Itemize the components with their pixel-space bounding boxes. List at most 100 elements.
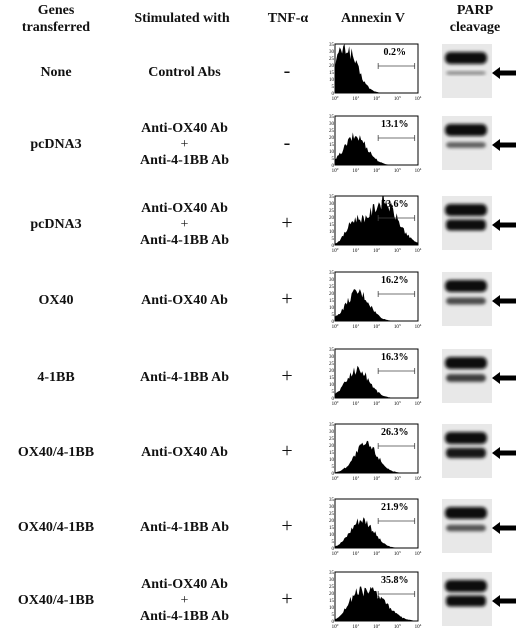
gene-label: OX40	[0, 268, 112, 334]
x-tick-label: 100	[332, 400, 339, 407]
parp-full-band	[445, 204, 487, 216]
annexin-histogram: 0 5 10 15 20 25 30 35 100 101 102 103 104 35.8%	[329, 571, 422, 630]
x-tick-label: 103	[394, 475, 401, 482]
y-tick-label: 25	[329, 362, 335, 367]
parp-full-band	[445, 357, 487, 369]
parp-blot	[442, 424, 516, 478]
y-tick-label: 20	[329, 292, 335, 297]
y-tick-label: 5	[332, 613, 335, 618]
y-tick-label: 0	[332, 397, 335, 402]
x-tick-label: 101	[352, 323, 359, 330]
x-tick-label: 100	[332, 475, 339, 482]
y-tick-label: 5	[332, 157, 335, 162]
x-tick-label: 102	[373, 95, 380, 102]
x-tick-label: 100	[332, 623, 339, 630]
parp-cleaved-band	[446, 524, 486, 532]
gene-label-text: None	[40, 65, 72, 80]
y-tick-label: 35	[329, 423, 335, 428]
stimulation-line: Anti-OX40 Ab	[141, 445, 228, 460]
y-tick-label: 35	[329, 348, 335, 353]
y-tick-label: 30	[329, 505, 335, 510]
gene-label-text: pcDNA3	[30, 217, 82, 232]
annexin-histogram: 0 5 10 15 20 25 30 35 100 101 102 103 104 53.6%	[329, 195, 422, 254]
y-tick-label: 15	[329, 451, 335, 456]
y-tick-label: 30	[329, 355, 335, 360]
y-tick-label: 5	[332, 465, 335, 470]
x-tick-label: 104	[415, 167, 422, 174]
tnf-sign: +	[281, 588, 293, 610]
y-tick-label: 10	[329, 230, 335, 235]
x-tick-label: 100	[332, 323, 339, 330]
y-tick-label: 5	[332, 313, 335, 318]
gene-label-text: OX40	[38, 293, 74, 308]
header-parp: PARP cleavage	[435, 2, 515, 36]
y-tick-label: 0	[332, 164, 335, 169]
y-tick-label: 30	[329, 202, 335, 207]
y-tick-label: 15	[329, 599, 335, 604]
annexin-histogram: 0 5 10 15 20 25 30 35 100 101 102 103 104 21.9%	[329, 498, 422, 557]
y-tick-label: 15	[329, 376, 335, 381]
x-tick-label: 103	[394, 167, 401, 174]
annexin-histogram: 0 5 10 15 20 25 30 35 100 101 102 103 104 16.3%	[329, 348, 422, 407]
parp-blot	[442, 44, 516, 98]
stimulation-line: Anti-OX40 Ab	[141, 201, 228, 216]
x-tick-label: 104	[415, 400, 422, 407]
y-tick-label: 0	[332, 620, 335, 625]
stimulation-line: +	[180, 593, 189, 608]
y-tick-label: 30	[329, 578, 335, 583]
y-tick-label: 10	[329, 306, 335, 311]
y-tick-label: 35	[329, 498, 335, 503]
x-tick-label: 104	[415, 475, 422, 482]
arrow-left-icon	[492, 447, 516, 459]
x-tick-label: 101	[352, 247, 359, 254]
gene-label: pcDNA3	[0, 192, 112, 258]
x-tick-label: 102	[373, 323, 380, 330]
gene-label: OX40/4-1BB	[0, 495, 112, 561]
y-tick-label: 5	[332, 390, 335, 395]
gene-label: pcDNA3	[0, 112, 112, 178]
tnf-sign: -	[283, 60, 291, 82]
gene-label: OX40/4-1BB	[0, 420, 112, 486]
x-tick-label: 103	[394, 247, 401, 254]
y-tick-label: 20	[329, 136, 335, 141]
parp-cleaved-band	[446, 374, 486, 382]
stimulation-line: +	[180, 137, 189, 152]
gene-label: 4-1BB	[0, 345, 112, 411]
gene-label-text: pcDNA3	[30, 137, 82, 152]
apoptosis-percent: 0.2%	[384, 47, 407, 58]
histogram-fill	[335, 196, 418, 245]
annexin-histogram: 0 5 10 15 20 25 30 35 100 101 102 103 104 0.2%	[329, 43, 422, 102]
annexin-histogram: 0 5 10 15 20 25 30 35 100 101 102 103 104 26.3%	[329, 423, 422, 482]
header-genes: Genes transferred	[2, 2, 110, 36]
y-tick-label: 0	[332, 472, 335, 477]
x-tick-label: 102	[373, 623, 380, 630]
histogram-fill	[335, 289, 418, 321]
x-tick-label: 103	[394, 400, 401, 407]
annexin-histogram: 0 5 10 15 20 25 30 35 100 101 102 103 104 13.1%	[329, 115, 422, 174]
tnf-sign: +	[281, 365, 293, 387]
stimulation-line: Anti-OX40 Ab	[141, 121, 228, 136]
y-tick-label: 35	[329, 115, 335, 120]
stimulation-line: Anti-OX40 Ab	[141, 293, 228, 308]
arrow-left-icon	[492, 372, 516, 384]
arrow-left-icon	[492, 595, 516, 607]
x-tick-label: 100	[332, 167, 339, 174]
x-tick-label: 102	[373, 550, 380, 557]
y-tick-label: 15	[329, 526, 335, 531]
y-tick-label: 0	[332, 547, 335, 552]
y-tick-label: 5	[332, 85, 335, 90]
stimulation-label: Anti-OX40 Ab	[112, 420, 257, 486]
parp-blot	[442, 196, 516, 250]
x-tick-label: 100	[332, 95, 339, 102]
y-tick-label: 15	[329, 143, 335, 148]
y-tick-label: 35	[329, 571, 335, 576]
x-tick-label: 103	[394, 95, 401, 102]
tnf-sign: +	[281, 288, 293, 310]
y-tick-label: 15	[329, 223, 335, 228]
header-stimulated: Stimulated with	[134, 11, 230, 26]
arrow-left-icon	[492, 139, 516, 151]
header-parp-line1: PARP	[456, 3, 494, 18]
stimulation-line: Anti-4-1BB Ab	[139, 520, 230, 535]
x-tick-label: 101	[352, 475, 359, 482]
gene-label-text: OX40/4-1BB	[17, 445, 95, 460]
